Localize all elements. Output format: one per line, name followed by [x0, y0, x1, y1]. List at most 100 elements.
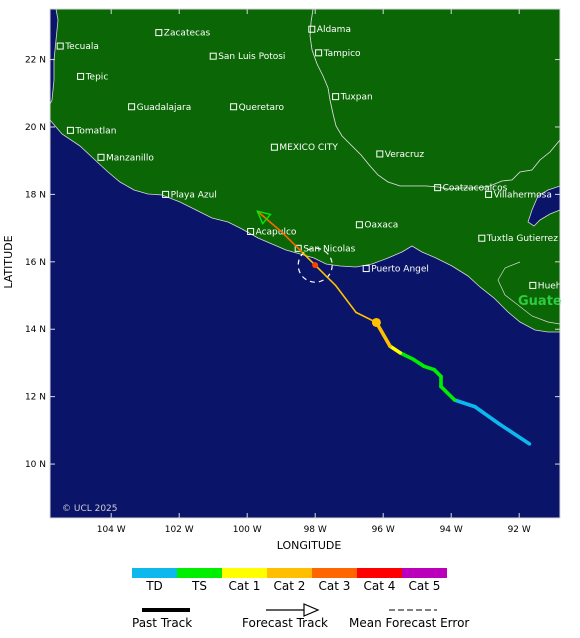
- city-label: Tuxtla Gutierrez: [486, 234, 558, 244]
- past-track-segment: [398, 351, 416, 362]
- category-legend: TD TS Cat 1 Cat 2 Cat 3 Cat 4 Cat 5: [132, 568, 447, 593]
- past-track-segment: [388, 344, 403, 355]
- city-marker: Tuxtla Gutierrez: [478, 234, 558, 244]
- city-marker: Villahermosa: [485, 190, 552, 200]
- city-marker: Tuxpan: [332, 93, 373, 103]
- forecast-point-marker: [312, 262, 319, 269]
- category-label: TD: [145, 579, 163, 593]
- city-square-icon: [66, 126, 74, 134]
- category-label: Cat 4: [364, 579, 396, 593]
- forecast-track-legend: Forecast Track: [242, 603, 328, 630]
- city-square-icon: [230, 103, 238, 111]
- past-track-segment: [473, 404, 501, 426]
- city-square-icon: [376, 150, 384, 158]
- y-axis-title: LATITUDE: [2, 235, 15, 288]
- city-square-icon: [485, 190, 493, 198]
- category-label: Cat 2: [274, 579, 306, 593]
- city-marker: San Nicolas: [294, 244, 356, 254]
- city-label: Tomatlan: [74, 126, 116, 136]
- city-marker: Puerto Angel: [362, 265, 429, 275]
- city-label: Villahermosa: [494, 190, 552, 200]
- lat-tick-label: 22 N: [25, 56, 46, 66]
- gulf-inlet: [527, 185, 561, 227]
- city-marker: Coatzacoalcos: [434, 184, 508, 194]
- category-label: Cat 3: [319, 579, 351, 593]
- city-marker: Tepic: [77, 72, 109, 82]
- city-square-icon: [355, 221, 363, 229]
- lat-tick-label: 20 N: [25, 123, 46, 133]
- city-label: Guadalajara: [137, 103, 192, 113]
- category-label: Cat 1: [229, 579, 261, 593]
- city-square-icon: [315, 49, 323, 57]
- past-track-segment: [374, 320, 392, 348]
- category-swatch: [357, 568, 402, 578]
- city-marker: Acapulco: [247, 227, 297, 237]
- city-label: Coatzacoalcos: [443, 184, 508, 194]
- forecast-error-circle: [297, 247, 333, 283]
- lon-tick-label: 102 W: [165, 525, 194, 535]
- city-label: Tampico: [323, 49, 361, 59]
- city-label: San Luis Potosi: [218, 52, 285, 62]
- category-label: Cat 5: [409, 579, 441, 593]
- past-track-segment: [496, 421, 532, 446]
- category-swatch: [132, 568, 177, 578]
- city-label: Aldama: [317, 25, 351, 35]
- city-square-icon: [97, 153, 105, 161]
- longitude-ticks: 104 W 102 W 100 W 98 W 96 W 94 W 92 W: [97, 9, 531, 535]
- lat-tick-label: 10 N: [25, 460, 46, 470]
- past-track-segment: [452, 398, 477, 409]
- city-marker: Tampico: [315, 49, 361, 59]
- forecast-arrow-icon: [303, 603, 320, 617]
- city-label: Huehuetenango: [538, 281, 580, 291]
- city-label: Veracruz: [385, 150, 425, 160]
- lon-tick-label: 100 W: [233, 525, 262, 535]
- city-square-icon: [362, 265, 370, 273]
- map-frame: [49, 8, 561, 519]
- guatemala-border: [497, 261, 561, 325]
- city-label: San Nicolas: [303, 244, 355, 254]
- forecast-track-segment: [334, 284, 357, 314]
- lat-tick-label: 12 N: [25, 393, 46, 403]
- forecast-arrowhead-icon: [256, 210, 272, 225]
- city-marker: Queretaro: [230, 103, 285, 113]
- lat-tick-label: 16 N: [25, 258, 46, 268]
- region-label: Guate: [518, 294, 562, 309]
- city-square-icon: [128, 103, 136, 111]
- city-square-icon: [308, 25, 316, 33]
- city-square-icon: [77, 72, 85, 80]
- city-square-icon: [478, 234, 486, 242]
- lon-tick-label: 104 W: [97, 525, 126, 535]
- city-label: Tepic: [85, 72, 109, 82]
- city-square-icon: [294, 244, 302, 252]
- city-square-icon: [529, 281, 537, 289]
- current-position-marker: [371, 317, 381, 327]
- city-marker: Aldama: [308, 25, 351, 35]
- category-label: TS: [191, 579, 207, 593]
- city-markers: Aldama Zacatecas Tecuala Tampico San Luis Po…: [56, 25, 580, 291]
- error-legend: Mean Forecast Error: [349, 609, 469, 630]
- city-label: Puerto Angel: [371, 265, 429, 275]
- city-label: Oaxaca: [364, 221, 398, 231]
- city-marker: Tecuala: [56, 42, 99, 52]
- latitude-ticks: 22 N 20 N 18 N 16 N 14 N 12 N 10 N: [25, 56, 560, 470]
- forecast-track-legend-label: Forecast Track: [242, 616, 328, 630]
- city-label: Playa Azul: [171, 190, 217, 200]
- city-marker: Zacatecas: [155, 29, 210, 39]
- category-swatch: [177, 568, 222, 578]
- city-label: Tecuala: [64, 42, 99, 52]
- forecast-track-segment: [300, 250, 317, 266]
- map-panel: Guate 22 N 20 N 18 N 16 N 14 N 12 N 10 N 104 W…: [25, 8, 580, 535]
- city-marker: Oaxaca: [355, 221, 398, 231]
- category-swatch: [402, 568, 447, 578]
- city-square-icon: [56, 42, 64, 50]
- mexico-south-land: [49, 8, 561, 333]
- city-marker: Playa Azul: [162, 190, 217, 200]
- city-square-icon: [247, 227, 255, 235]
- city-marker: Huehuetenango: [529, 281, 580, 291]
- city-label: Manzanillo: [106, 153, 154, 163]
- city-marker: San Luis Potosi: [209, 52, 285, 62]
- lon-tick-label: 96 W: [372, 525, 395, 535]
- past-track-legend: Past Track: [132, 608, 192, 630]
- city-square-icon: [332, 93, 340, 101]
